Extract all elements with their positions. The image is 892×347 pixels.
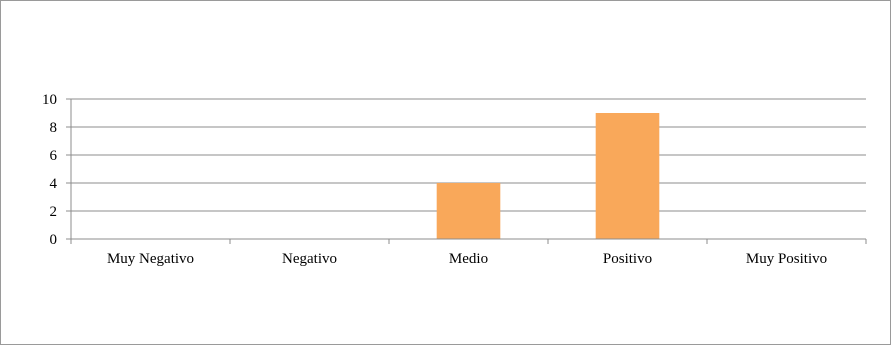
gridlines xyxy=(71,98,866,212)
x-category-label: Positivo xyxy=(603,251,652,267)
y-tick-label: 8 xyxy=(50,120,58,136)
x-category-label: Muy Positivo xyxy=(746,251,827,267)
x-category-label: Negativo xyxy=(282,251,337,267)
y-tick-label: 2 xyxy=(50,204,58,220)
axis-labels: 0 2 4 6 8 10 Muy Negativo Negativo Medio Positivo… xyxy=(42,92,827,267)
y-tick-label: 0 xyxy=(50,232,58,248)
axes xyxy=(66,98,867,244)
x-category-label: Muy Negativo xyxy=(107,251,194,267)
bar-medio xyxy=(436,183,501,239)
y-tick-label: 4 xyxy=(50,176,58,192)
y-tick-label: 6 xyxy=(50,148,58,164)
bars xyxy=(436,113,660,239)
bar-positivo xyxy=(595,113,660,239)
y-tick-label: 10 xyxy=(42,92,57,108)
x-category-label: Medio xyxy=(449,251,488,267)
